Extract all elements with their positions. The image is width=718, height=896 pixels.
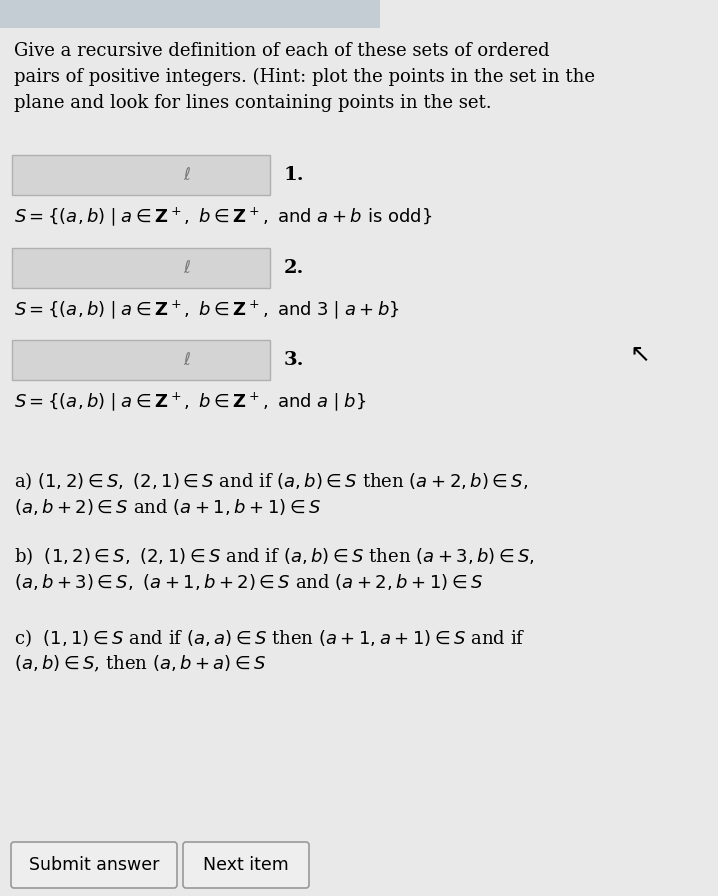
Text: $S = \{(a,b)\mid a \in \mathbf{Z}^+,\ b \in \mathbf{Z}^+,\ \mathrm{and}\ 3\mid a: $S = \{(a,b)\mid a \in \mathbf{Z}^+,\ b … <box>14 298 400 321</box>
Text: $\ell$: $\ell$ <box>183 259 192 277</box>
FancyBboxPatch shape <box>183 842 309 888</box>
Text: $S = \{(a,b)\mid a \in \mathbf{Z}^+,\ b \in \mathbf{Z}^+,\ \mathrm{and}\ a\mid b: $S = \{(a,b)\mid a \in \mathbf{Z}^+,\ b … <box>14 390 366 413</box>
FancyBboxPatch shape <box>12 340 270 380</box>
Text: 3.: 3. <box>284 351 304 369</box>
Text: $(a,b+3) \in S,\ (a+1,b+2) \in S$ and $(a+2,b+1) \in S$: $(a,b+3) \in S,\ (a+1,b+2) \in S$ and $(… <box>14 572 483 592</box>
Text: ↖: ↖ <box>630 343 651 367</box>
Text: b)  $(1,2) \in S,\ (2,1) \in S$ and if $(a,b) \in S$ then $(a+3,b) \in S,$: b) $(1,2) \in S,\ (2,1) \in S$ and if $(… <box>14 545 535 567</box>
Text: $\ell$: $\ell$ <box>183 166 192 184</box>
Text: Next item: Next item <box>203 856 289 874</box>
Text: $S = \{(a,b)\mid a \in \mathbf{Z}^+,\ b \in \mathbf{Z}^+,\ \mathrm{and}\ a + b\ : $S = \{(a,b)\mid a \in \mathbf{Z}^+,\ b … <box>14 205 432 228</box>
Text: $(a,b+2) \in S$ and $(a+1,b+1) \in S$: $(a,b+2) \in S$ and $(a+1,b+1) \in S$ <box>14 497 321 517</box>
FancyBboxPatch shape <box>11 842 177 888</box>
Text: a) $(1,2) \in S,\ (2,1) \in S$ and if $(a,b) \in S$ then $(a+2,b) \in S,$: a) $(1,2) \in S,\ (2,1) \in S$ and if $(… <box>14 470 528 492</box>
Text: 1.: 1. <box>284 166 304 184</box>
Text: $\ell$: $\ell$ <box>183 351 192 369</box>
FancyBboxPatch shape <box>12 248 270 288</box>
Text: 2.: 2. <box>284 259 304 277</box>
Text: plane and look for lines containing points in the set.: plane and look for lines containing poin… <box>14 94 492 112</box>
Text: Give a recursive definition of each of these sets of ordered: Give a recursive definition of each of t… <box>14 42 549 60</box>
Text: $(a,b) \in S$, then $(a,b+a) \in S$: $(a,b) \in S$, then $(a,b+a) \in S$ <box>14 654 266 675</box>
Text: c)  $(1,1) \in S$ and if $(a,a) \in S$ then $(a+1,a+1) \in S$ and if: c) $(1,1) \in S$ and if $(a,a) \in S$ th… <box>14 627 526 649</box>
Text: pairs of positive integers. (Hint: plot the points in the set in the: pairs of positive integers. (Hint: plot … <box>14 68 595 86</box>
Text: Submit answer: Submit answer <box>29 856 159 874</box>
FancyBboxPatch shape <box>12 155 270 195</box>
Bar <box>0 0 380 28</box>
